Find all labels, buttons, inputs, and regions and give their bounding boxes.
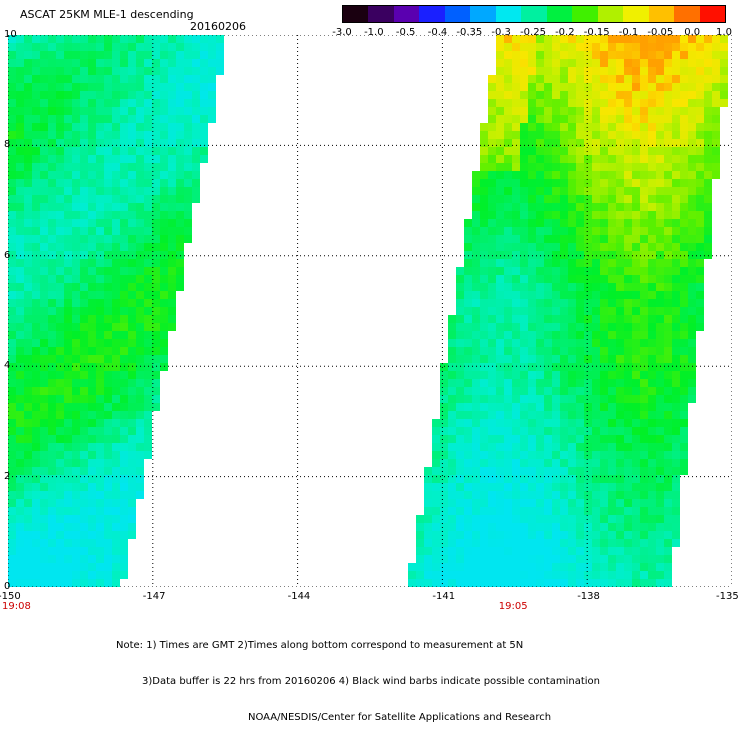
colorbar-label: -0.2: [555, 27, 575, 38]
colorbar-label: -0.25: [520, 27, 546, 38]
longitude-tick-label: -144: [287, 591, 311, 602]
latitude-tick-label: 6: [4, 249, 11, 261]
colorbar-label: -0.4: [427, 27, 448, 38]
colorbar: [342, 5, 726, 23]
colorbar-segment: [699, 6, 726, 22]
longitude-tick-label: -141: [432, 591, 456, 602]
swath-time-label: 19:08: [2, 601, 31, 612]
colorbar-label: 0.0: [684, 27, 701, 38]
latitude-tick-label: 8: [4, 139, 11, 151]
latitude-tick-label: 0: [4, 581, 11, 592]
colorbar-segment: [597, 6, 624, 22]
colorbar-segment: [623, 6, 649, 22]
colorbar-label: -0.3: [491, 27, 511, 38]
colorbar-segment: [521, 6, 547, 22]
colorbar-label: -0.15: [583, 27, 610, 38]
map-panel: [8, 35, 732, 587]
colorbar-segment: [368, 6, 394, 22]
wind-mle-swath-map: [8, 35, 732, 587]
swath-cells: [8, 35, 728, 587]
latitude-tick-label: 2: [4, 470, 11, 482]
colorbar-label: -0.05: [647, 27, 674, 38]
colorbar-label: 1.0: [716, 27, 732, 38]
gridlines: [8, 35, 732, 587]
colorbar-segment: [343, 6, 369, 22]
note-line-1: Note: 1) Times are GMT 2)Times along bot…: [116, 640, 524, 651]
colorbar-segment: [470, 6, 496, 22]
longitude-tick-label: -135: [716, 591, 739, 602]
colorbar-segment: [674, 6, 700, 22]
map-title: ASCAT 25KM MLE-1 descending: [20, 8, 194, 21]
note-line-3: NOAA/NESDIS/Center for Satellite Applica…: [248, 712, 552, 723]
colorbar-label: -0.5: [395, 27, 416, 38]
latitude-tick-label: 4: [4, 360, 11, 372]
colorbar-segment: [546, 6, 573, 22]
colorbar-segment: [495, 6, 522, 22]
colorbar-segment: [572, 6, 598, 22]
longitude-tick-label: -147: [142, 591, 166, 602]
colorbar-label: -0.35: [456, 27, 483, 38]
note-line-2: 3)Data buffer is 22 hrs from 20160206 4)…: [142, 676, 600, 687]
colorbar-label: -1.0: [364, 27, 384, 38]
longitude-tick-label: -150: [0, 591, 21, 602]
map-date: 20160206: [190, 20, 246, 33]
colorbar-segment: [648, 6, 675, 22]
longitude-tick-label: -138: [577, 591, 600, 602]
colorbar-segment: [393, 6, 420, 22]
colorbar-segment: [419, 6, 445, 22]
swath-time-label: 19:05: [498, 601, 528, 612]
colorbar-segment: [444, 6, 471, 22]
footnotes: Note: 1) Times are GMT 2)Times along bot…: [116, 616, 600, 736]
colorbar-label: -3.0: [332, 27, 352, 38]
colorbar-label: -0.1: [618, 27, 639, 38]
latitude-tick-label: 10: [4, 29, 17, 40]
